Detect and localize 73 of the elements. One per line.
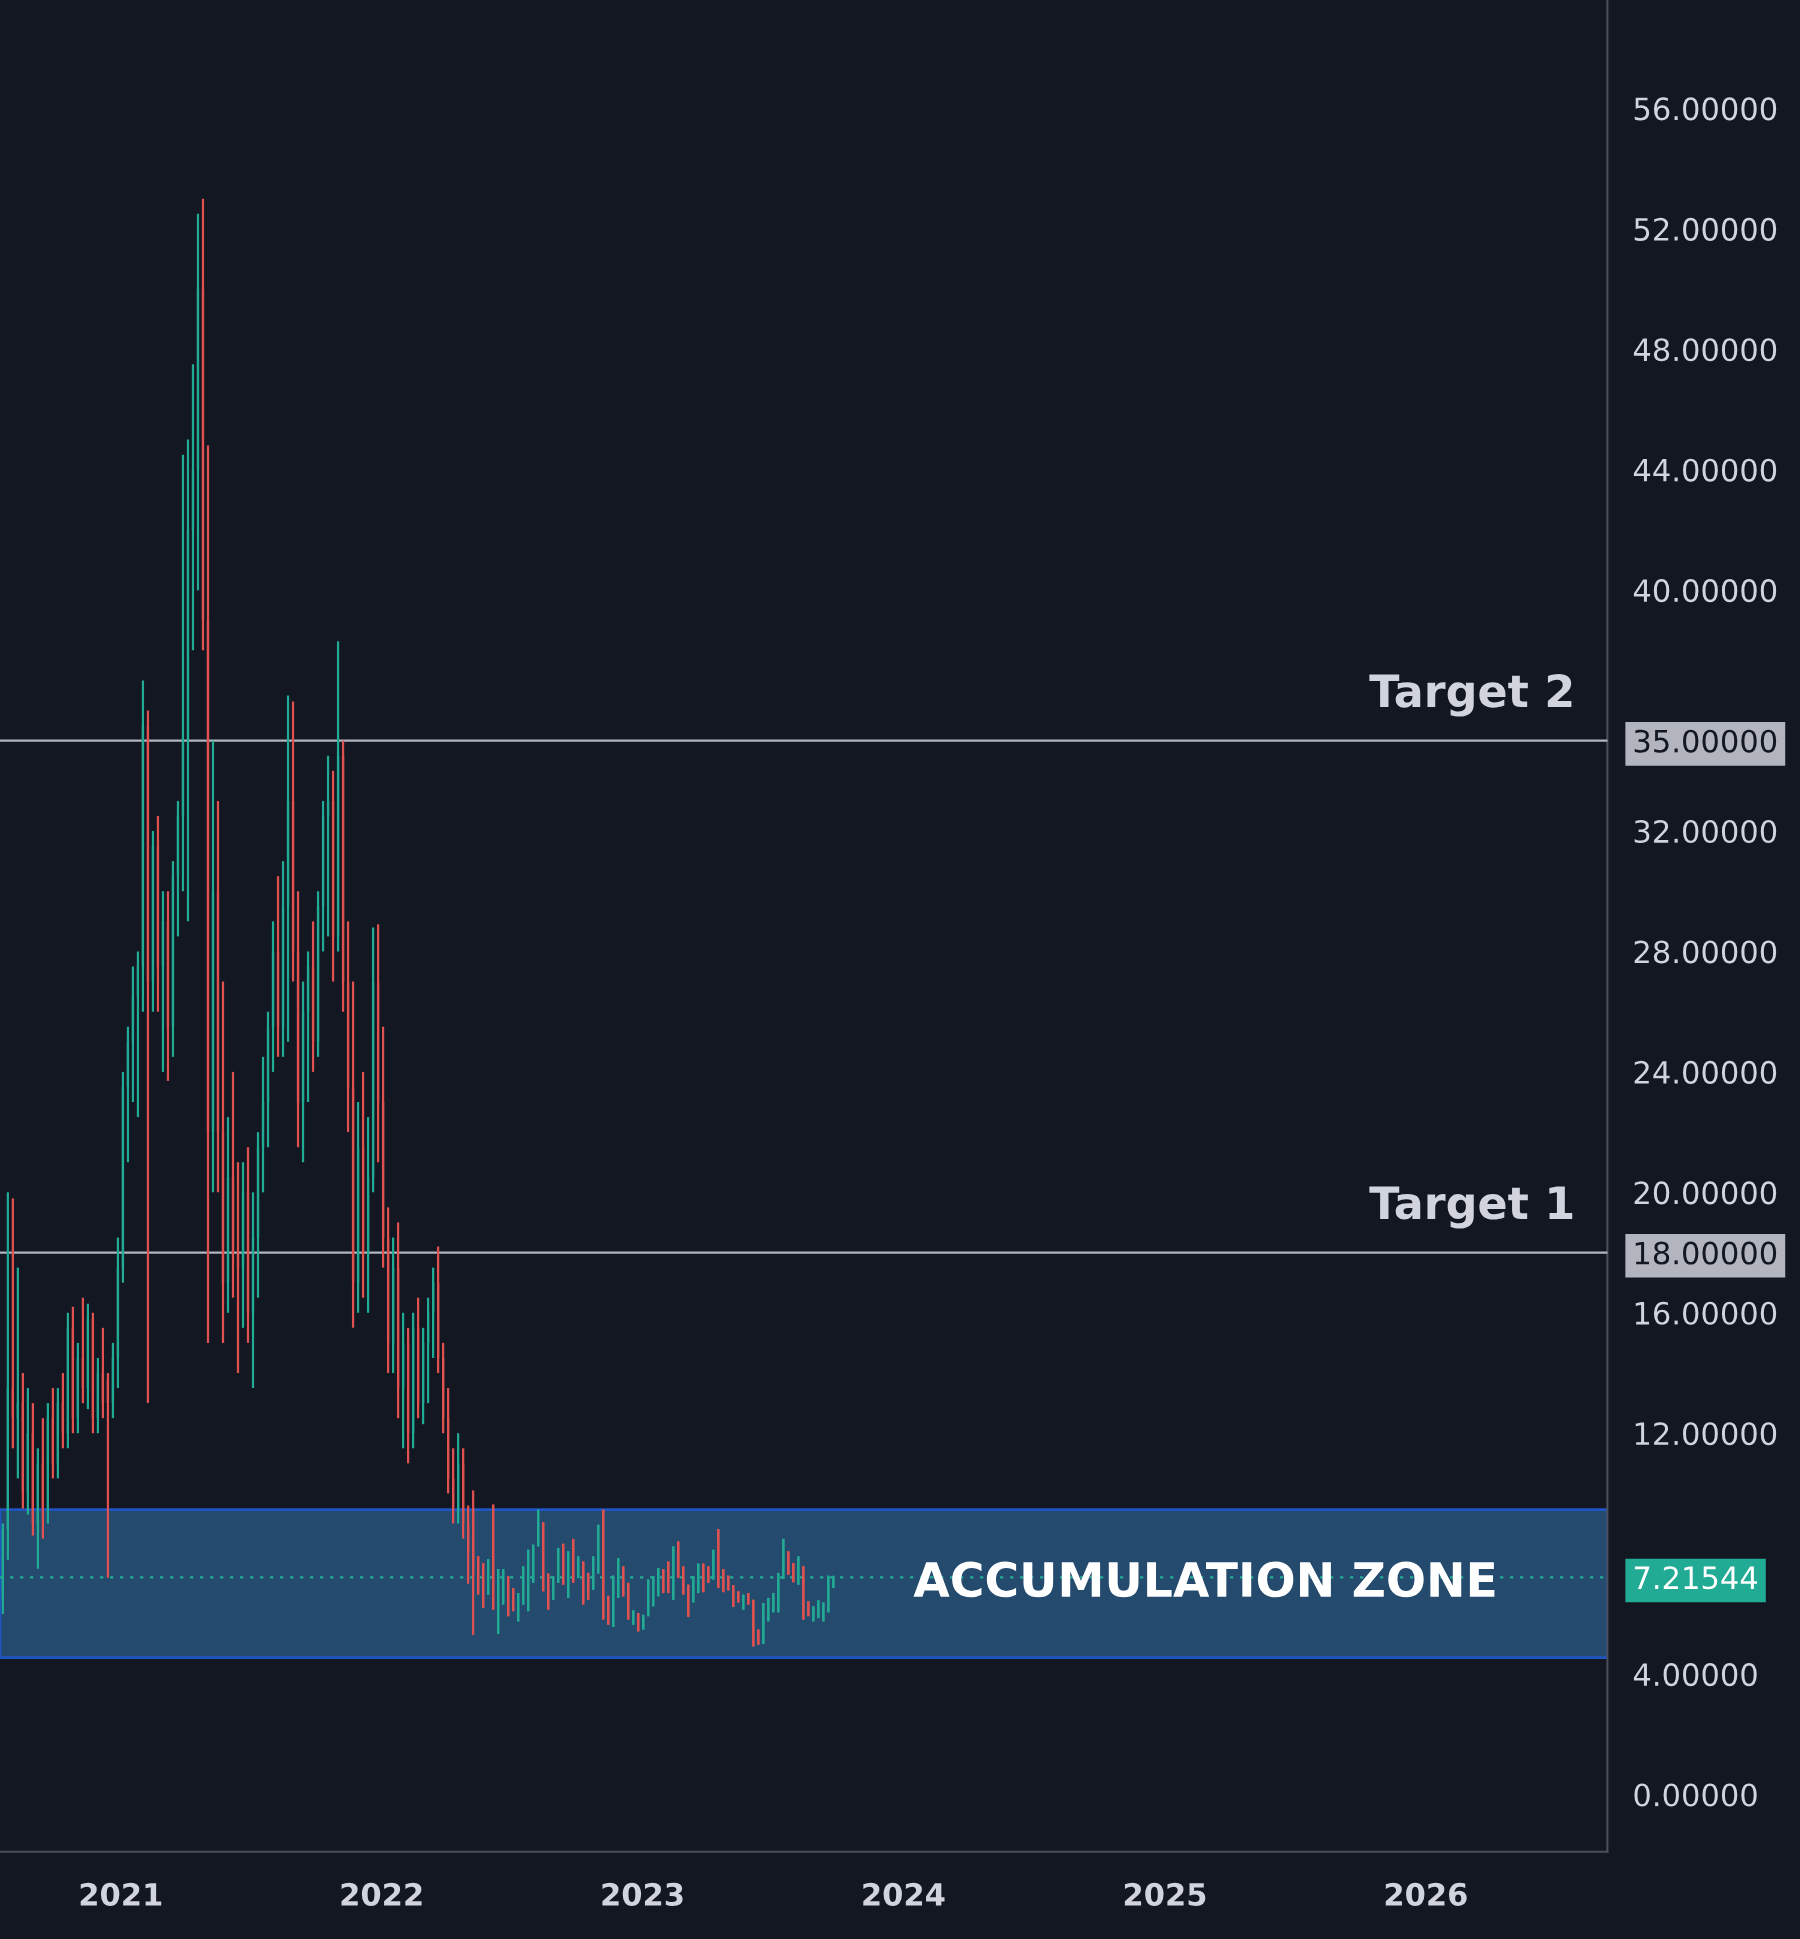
candlestick: [802, 1565, 805, 1621]
y-tick-label: 18.00000: [1635, 1241, 1777, 1265]
candlestick: [572, 1537, 575, 1584]
candlestick: [662, 1567, 665, 1595]
candlestick: [517, 1591, 520, 1623]
candlestick: [677, 1540, 680, 1580]
y-tick-label: 35.00000: [1634, 729, 1777, 753]
ref-line-label: Target 1: [1369, 1186, 1573, 1229]
candlestick: [647, 1578, 650, 1618]
x-tick-label: 2026: [1385, 1882, 1467, 1906]
candlestick: [547, 1572, 550, 1611]
y-tick-label: 28.00000: [1634, 940, 1777, 964]
candlestick: [597, 1523, 600, 1575]
candlestick: [542, 1521, 545, 1593]
candlestick: [747, 1591, 750, 1606]
candlestick: [507, 1575, 510, 1618]
candlestick: [707, 1565, 710, 1584]
candlestick: [667, 1560, 670, 1595]
candlestick: [607, 1594, 610, 1626]
candlestick: [627, 1581, 630, 1621]
y-tick-label: 16.00000: [1635, 1301, 1777, 1325]
y-tick-label: 24.00000: [1634, 1060, 1777, 1084]
candlestick: [817, 1599, 820, 1620]
candlestick: [562, 1542, 565, 1586]
candlestick: [687, 1583, 690, 1618]
y-tick-label: 56.00000: [1634, 97, 1777, 121]
candlestick: [682, 1565, 685, 1596]
x-tick-label: 2025: [1124, 1882, 1206, 1906]
y-tick-label: 7.21544: [1634, 1566, 1758, 1590]
candlestick: [512, 1586, 515, 1613]
y-tick-label: 0.00000: [1634, 1783, 1757, 1807]
candlestick: [582, 1560, 585, 1606]
candlestick: [787, 1550, 790, 1576]
ref-line-label: Target 2: [1369, 674, 1572, 717]
band-label: ACCUMULATION ZONE: [913, 1561, 1495, 1598]
candlestick: [762, 1601, 765, 1645]
candlestick: [807, 1600, 810, 1618]
candlestick: [737, 1590, 740, 1604]
candlestick: [812, 1605, 815, 1623]
y-tick-label: 40.00000: [1633, 579, 1777, 603]
candlestick: [642, 1613, 645, 1631]
y-tick-label: 44.00000: [1633, 458, 1777, 482]
candlestick: [632, 1609, 635, 1626]
x-tick-label: 2024: [863, 1882, 945, 1906]
candlestick: [602, 1508, 605, 1621]
y-tick-label: 48.00000: [1633, 338, 1777, 362]
candlestick: [492, 1503, 495, 1611]
candlestick: [717, 1527, 720, 1590]
candlestick: [822, 1601, 825, 1623]
x-tick-label: 2022: [341, 1882, 422, 1906]
candlestick: [732, 1584, 735, 1609]
candlestick: [537, 1508, 540, 1548]
candlestick: [722, 1567, 725, 1594]
candlestick: [622, 1565, 625, 1598]
candlestick: [587, 1571, 590, 1601]
y-tick-label: 12.00000: [1635, 1422, 1777, 1446]
y-tick-label: 20.00000: [1634, 1181, 1777, 1205]
candlestick: [767, 1596, 770, 1623]
candlestick: [727, 1574, 730, 1592]
candlestick: [477, 1555, 480, 1596]
candlestick: [757, 1628, 760, 1646]
y-tick-label: 4.00000: [1633, 1663, 1757, 1687]
candlestick: [772, 1591, 775, 1614]
candlestick: [792, 1561, 795, 1584]
candlestick: [637, 1611, 640, 1633]
candlestick: [702, 1562, 705, 1594]
y-tick-label: 32.00000: [1634, 819, 1777, 844]
x-tick-label: 2021: [80, 1882, 162, 1906]
y-tick-label: 52.00000: [1634, 217, 1777, 241]
candlestick: [482, 1561, 485, 1609]
candlestick: [742, 1593, 745, 1611]
candlestick: [752, 1598, 755, 1648]
x-tick-label: 2023: [602, 1882, 683, 1906]
